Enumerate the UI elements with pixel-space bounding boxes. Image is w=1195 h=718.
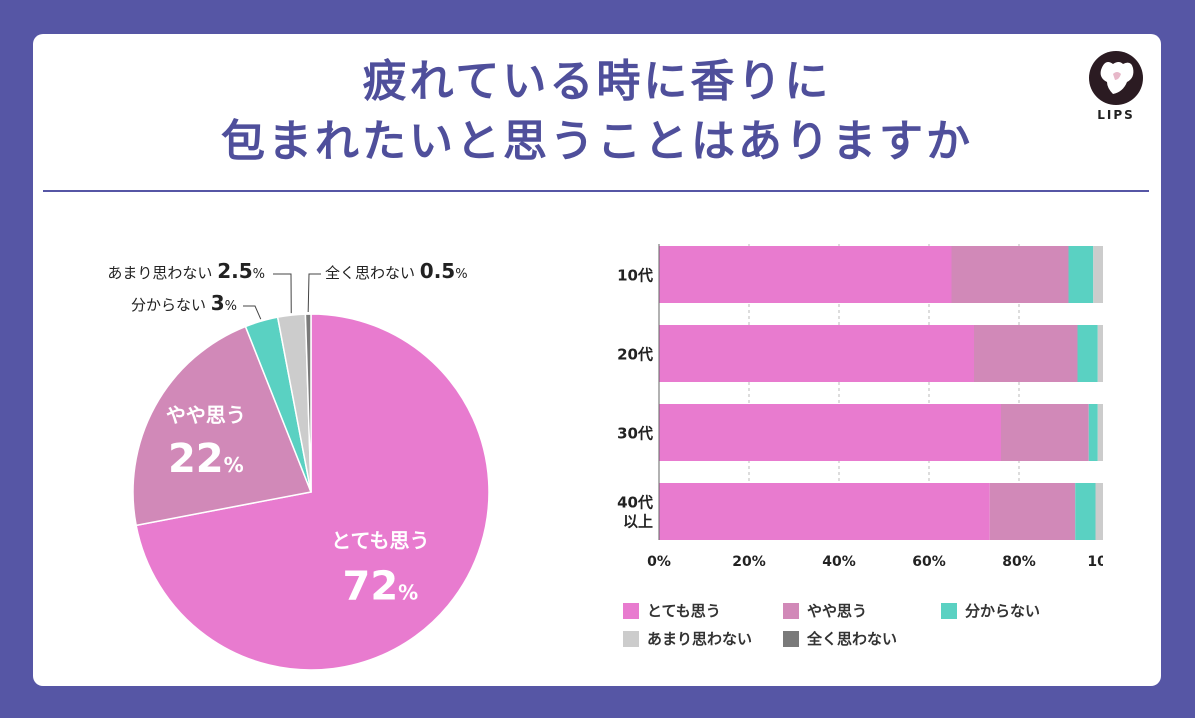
x-tick-label: 100% (1087, 554, 1103, 570)
x-tick-label: 40% (822, 554, 856, 570)
logo-text: LIPS (1097, 108, 1135, 122)
y-category-label: 40代以上 (617, 494, 653, 531)
legend-item: あまり思わない (623, 628, 752, 649)
x-tick-label: 60% (912, 554, 946, 570)
stacked-bar-chart: 0% 20% 40% 60% 80% 100% 10代 20代 30代 40代以上 (617, 244, 1103, 570)
bar-segment (1097, 404, 1103, 461)
legend-label: あまり思わない (647, 630, 753, 648)
pie-slice (132, 325, 313, 527)
x-tick-label: 80% (1002, 554, 1036, 570)
bar-segment (1093, 246, 1103, 303)
legend-label: やや思う (807, 602, 868, 620)
content-card: 疲れている時に香りに 包まれたいと思うことはありますか LIPS とても思う 72… (33, 34, 1161, 686)
pie-outer-label: 全く思わない 0.5% (325, 259, 468, 283)
pie-slice (304, 313, 312, 493)
bar-segment (659, 325, 974, 382)
bar-segment (1097, 325, 1103, 382)
pie-slice-label: とても思う (331, 528, 429, 552)
legend-label: とても思う (647, 602, 721, 620)
title-line-1: 疲れている時に香りに (362, 56, 832, 107)
bar-segment (659, 246, 952, 303)
pie-outer-label: 分からない 3% (131, 291, 237, 315)
x-tick-label: 20% (732, 554, 766, 570)
legend-item: とても思う (623, 600, 721, 621)
bar-segment (1077, 325, 1098, 382)
bar-segment (951, 246, 1069, 303)
pie-leader-line (243, 305, 262, 320)
pie-value-label: 72% (342, 563, 418, 609)
legend-label: 分からない (965, 602, 1041, 620)
bar-segment (659, 483, 990, 540)
legend-label: 全く思わない (807, 630, 898, 648)
pie-chart: とても思う 72% やや思う 22% 分からない 3% あまり思わない 2.5% 全く思わな… (107, 259, 490, 671)
bar-segment (659, 404, 1001, 461)
pie-outer-label: あまり思わない 2.5% (107, 259, 265, 283)
legend-swatch (941, 602, 957, 619)
bar-segment (989, 483, 1076, 540)
legend-swatch (783, 602, 799, 619)
lips-logo: LIPS (1083, 48, 1149, 134)
title-line-2: 包まれたいと思うことはありますか (221, 116, 973, 167)
page-title: 疲れている時に香りに 包まれたいと思うことはありますか (33, 52, 1161, 172)
y-category-label: 30代 (617, 425, 653, 443)
legend-item: 全く思わない (783, 628, 897, 649)
pie-leader-line (307, 273, 321, 313)
bar-segment (1001, 404, 1089, 461)
legend-swatch (623, 630, 639, 647)
legend-swatch (783, 630, 799, 647)
legend-item: やや思う (783, 600, 867, 621)
pie-value-label: 22% (168, 436, 244, 482)
pie-leader-line (273, 273, 292, 314)
legend-item: 分からない (941, 600, 1040, 621)
bar-segment (1095, 483, 1103, 540)
pie-slice (135, 313, 490, 671)
y-category-label: 20代 (617, 346, 653, 364)
bar-segment (974, 325, 1078, 382)
lips-logo-icon (1089, 51, 1143, 105)
x-tick-label: 0% (647, 554, 671, 570)
bar-segment (1088, 404, 1098, 461)
y-category-label: 10代 (617, 267, 653, 285)
bar-segment (1075, 483, 1096, 540)
bar-segment (1068, 246, 1094, 303)
legend-swatch (623, 602, 639, 619)
title-divider (43, 190, 1149, 192)
pie-slice-label: やや思う (166, 403, 246, 427)
